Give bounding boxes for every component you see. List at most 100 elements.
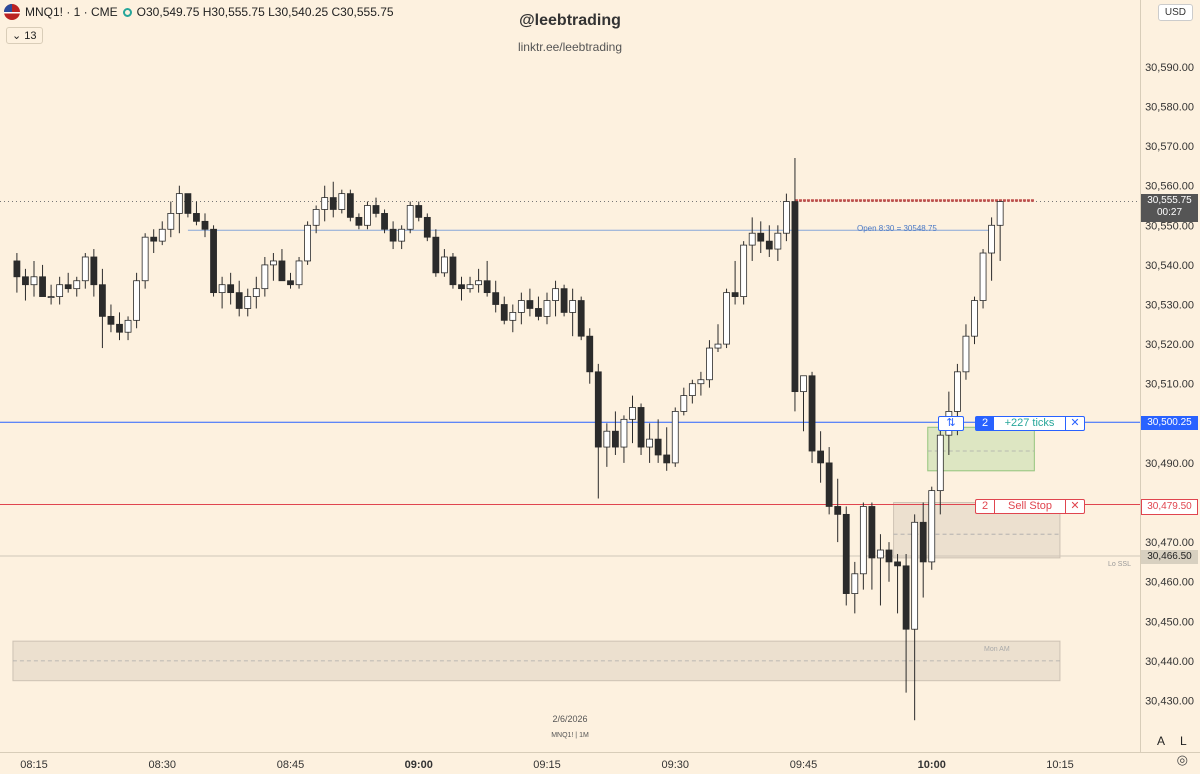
candle-body-79 [688, 383, 696, 396]
y-tick-0: 30,430.00 [1145, 696, 1194, 708]
candle-body-4 [47, 296, 55, 298]
candle-body-44 [389, 228, 397, 242]
candle-body-57 [500, 304, 508, 321]
candle-body-92 [800, 375, 807, 393]
candle-body-62 [543, 300, 551, 317]
candle-body-49 [432, 236, 440, 274]
candle-body-86 [748, 232, 756, 246]
y-tick-13: 30,560.00 [1145, 181, 1194, 193]
settings-icon[interactable]: ◎ [1176, 752, 1188, 767]
ohlc-values: O30,549.75 H30,555.75 L30,540.25 C30,555… [136, 5, 394, 19]
candle-body-33 [295, 260, 303, 286]
symbol-header[interactable]: MNQ1! · 1 · CME O30,549.75 H30,555.75 L3… [4, 4, 394, 20]
candle-body-65 [569, 300, 577, 313]
candle-body-110 [954, 371, 961, 412]
candle-body-1 [22, 276, 29, 286]
zone-0 [12, 640, 1061, 682]
footer-symbol: MNQ1! | 1M [551, 732, 589, 739]
symbol-label[interactable]: MNQ1! · 1 · CME [25, 5, 118, 19]
candle-body-50 [440, 256, 448, 274]
cancel-sell-stop-icon[interactable]: ✕ [1065, 500, 1084, 513]
candle-body-96 [834, 506, 842, 515]
candle-body-59 [517, 300, 525, 313]
sell-stop-order-tag[interactable]: 2 Sell Stop ✕ [975, 499, 1085, 514]
candle-body-64 [560, 288, 568, 313]
y-tick-8: 30,510.00 [1145, 379, 1194, 391]
candle-body-68 [594, 371, 602, 448]
candle-body-6 [64, 284, 72, 290]
candle-body-37 [329, 197, 337, 210]
candle-body-11 [107, 315, 115, 325]
log-scale-button[interactable]: L [1180, 734, 1187, 748]
candle-body-66 [577, 300, 585, 337]
x-tick-8: 10:15 [1046, 759, 1074, 771]
candle-body-89 [774, 232, 782, 250]
candle-body-103 [894, 561, 901, 567]
candle-body-90 [783, 201, 790, 234]
x-tick-5: 09:30 [661, 759, 689, 771]
candle-body-78 [680, 395, 688, 412]
candle-body-81 [706, 347, 713, 381]
auto-scale-button[interactable]: A [1157, 734, 1166, 748]
candle-body-91 [791, 201, 799, 393]
candle-body-113 [979, 252, 987, 301]
y-tick-16: 30,590.00 [1145, 62, 1194, 74]
position-order-tag[interactable]: 2 +227 ticks ✕ [975, 416, 1085, 431]
candle-body-46 [406, 205, 414, 230]
interval-badge[interactable]: ⌄ 13 [6, 27, 43, 44]
mon-am-label: Mon AM [984, 646, 1010, 653]
candle-body-35 [312, 209, 320, 226]
candle-body-55 [483, 280, 491, 294]
candle-body-38 [338, 193, 346, 210]
candle-body-97 [842, 513, 850, 594]
candle-body-36 [321, 197, 329, 210]
close-position-icon[interactable]: ✕ [1065, 417, 1084, 430]
candle-body-100 [868, 506, 876, 559]
candle-body-53 [466, 284, 474, 290]
x-tick-3: 09:00 [405, 759, 433, 771]
candle-body-45 [398, 228, 406, 242]
candle-body-14 [133, 280, 141, 321]
candle-body-114 [988, 224, 995, 254]
bar-countdown: 00:27 [1156, 207, 1183, 218]
candle-body-115 [996, 201, 1004, 226]
candle-body-48 [423, 216, 431, 238]
candle-body-21 [193, 213, 200, 222]
candle-body-94 [817, 450, 824, 464]
candle-body-22 [201, 220, 209, 230]
candle-body-83 [723, 292, 730, 345]
sell-stop-qty: 2 [976, 500, 995, 513]
candle-body-13 [124, 319, 132, 333]
us-flag-icon [4, 4, 20, 20]
watermark-subtitle: linktr.ee/leebtrading [517, 40, 623, 54]
y-tick-6: 30,490.00 [1145, 458, 1194, 470]
candle-body-93 [808, 375, 816, 452]
y-tick-9: 30,520.00 [1145, 339, 1194, 351]
candle-body-101 [877, 549, 884, 559]
candle-body-56 [492, 292, 500, 305]
candle-body-24 [218, 284, 226, 294]
open-level-label: Open 8:30 = 30548.75 [857, 224, 937, 233]
lo-ssl-label: Lo SSL [1108, 561, 1131, 568]
x-tick-1: 08:30 [148, 759, 176, 771]
candle-body-75 [654, 438, 662, 456]
candle-body-47 [415, 205, 423, 218]
candle-body-25 [227, 284, 235, 294]
candle-body-5 [56, 284, 64, 297]
zone-2 [927, 426, 1035, 472]
candle-body-105 [911, 521, 919, 630]
reverse-position-button[interactable]: ⇅ [938, 416, 964, 431]
currency-button[interactable]: USD [1157, 4, 1193, 21]
candle-body-41 [364, 205, 371, 226]
candle-body-7 [73, 280, 81, 290]
candle-body-17 [158, 228, 166, 242]
y-tick-1: 30,440.00 [1145, 656, 1194, 668]
candle-body-73 [637, 407, 645, 448]
candle-body-60 [526, 300, 534, 309]
candle-body-87 [757, 232, 765, 242]
y-tick-14: 30,570.00 [1145, 141, 1194, 153]
candle-body-72 [629, 407, 636, 420]
lo-ssl-price-tag: 30,466.50 [1141, 550, 1198, 564]
candle-body-0 [13, 260, 21, 278]
